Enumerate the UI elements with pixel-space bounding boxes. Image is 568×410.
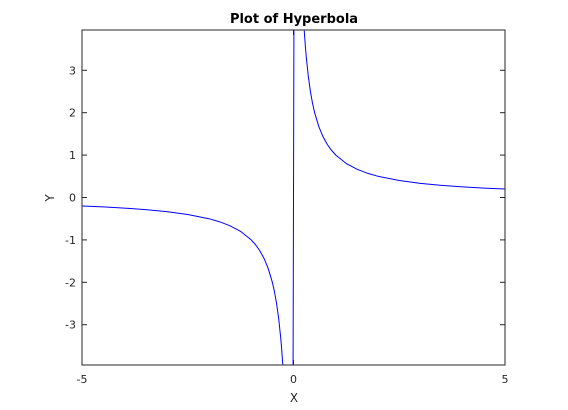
y-tick-label: -1 <box>65 234 76 247</box>
y-tick-label: 1 <box>69 149 76 162</box>
y-axis-label: Y <box>43 194 57 203</box>
y-tick-label: 3 <box>69 64 76 77</box>
y-tick-label: 2 <box>69 107 76 120</box>
x-tick-label: 5 <box>502 373 509 386</box>
x-tick-label: -5 <box>77 373 88 386</box>
y-tick-label: -2 <box>65 276 76 289</box>
y-tick-label: -3 <box>65 319 76 332</box>
y-tick-label: 0 <box>69 192 76 205</box>
chart-title: Plot of Hyperbola <box>230 12 358 27</box>
x-axis-label: X <box>290 391 298 405</box>
x-tick-label: 0 <box>290 373 297 386</box>
